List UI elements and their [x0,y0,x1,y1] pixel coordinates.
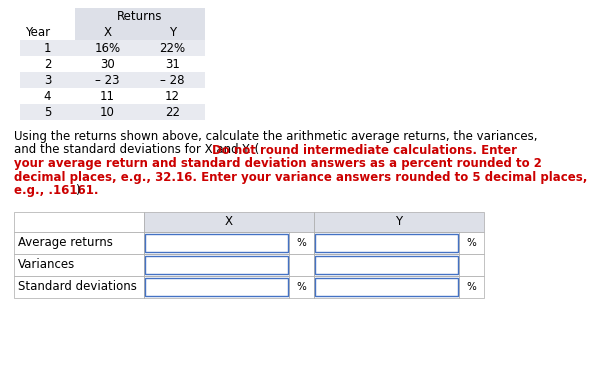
Bar [140,24,205,40]
Bar [314,232,459,254]
Bar [459,254,484,276]
Bar [14,254,144,276]
Bar [314,276,459,298]
Bar [20,72,75,88]
Bar [289,254,314,276]
Bar [144,232,289,254]
Bar [140,40,205,56]
Bar [315,255,458,273]
Text: Y: Y [169,26,176,38]
Text: %: % [296,281,307,291]
Text: Returns: Returns [117,10,163,22]
Text: 4: 4 [44,90,51,102]
Text: 5: 5 [44,105,51,119]
Bar [144,276,289,298]
Bar [140,72,205,88]
Bar [20,24,75,40]
Text: – 28: – 28 [160,74,185,86]
Bar [145,277,288,295]
Text: %: % [466,238,477,247]
Text: Year: Year [25,26,50,38]
Bar [20,40,75,56]
Text: 30: 30 [100,57,115,71]
Text: and the standard deviations for X and Y. (: and the standard deviations for X and Y.… [14,143,260,157]
Bar [145,234,288,251]
Text: 12: 12 [165,90,180,102]
Bar [20,104,75,120]
Bar [289,276,314,298]
Text: Standard deviations: Standard deviations [18,280,137,293]
Text: %: % [296,238,307,247]
Text: decimal places, e.g., 32.16. Enter your variance answers rounded to 5 decimal pl: decimal places, e.g., 32.16. Enter your … [14,171,587,183]
Text: 3: 3 [44,74,51,86]
Bar [140,56,205,72]
Text: – 23: – 23 [95,74,120,86]
Text: X: X [103,26,111,38]
Text: your average return and standard deviation answers as a percent rounded to 2: your average return and standard deviati… [14,157,542,170]
Bar [140,104,205,120]
Text: e.g., .16161.: e.g., .16161. [14,184,99,197]
Text: Y: Y [396,215,402,228]
Bar [20,56,75,72]
Bar [75,56,140,72]
Text: Using the returns shown above, calculate the arithmetic average returns, the var: Using the returns shown above, calculate… [14,130,537,143]
Bar [75,8,205,24]
Bar [315,234,458,251]
Bar [314,212,484,232]
Text: Do not round intermediate calculations. Enter: Do not round intermediate calculations. … [212,143,517,157]
Bar [144,212,314,232]
Text: 11: 11 [100,90,115,102]
Bar [315,277,458,295]
Text: 1: 1 [44,41,51,55]
Text: 31: 31 [165,57,180,71]
Bar [140,88,205,104]
Text: 16%: 16% [94,41,120,55]
Text: 10: 10 [100,105,115,119]
Text: X: X [225,215,233,228]
Bar [20,88,75,104]
Bar [459,276,484,298]
Text: 22: 22 [165,105,180,119]
Text: Variances: Variances [18,258,75,271]
Bar [145,255,288,273]
Text: %: % [466,281,477,291]
Bar [75,72,140,88]
Bar [75,104,140,120]
Bar [289,232,314,254]
Text: 2: 2 [44,57,51,71]
Bar [75,24,140,40]
Bar [75,88,140,104]
Text: Average returns: Average returns [18,236,113,249]
Bar [14,232,144,254]
Bar [14,212,144,232]
Text: ): ) [76,184,80,197]
Bar [144,254,289,276]
Bar [75,40,140,56]
Text: 22%: 22% [160,41,186,55]
Bar [14,276,144,298]
Bar [459,232,484,254]
Bar [314,254,459,276]
